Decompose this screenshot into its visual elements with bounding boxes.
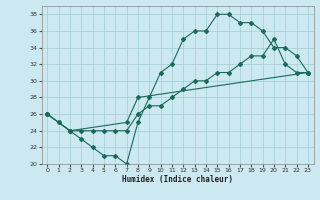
X-axis label: Humidex (Indice chaleur): Humidex (Indice chaleur): [122, 175, 233, 184]
